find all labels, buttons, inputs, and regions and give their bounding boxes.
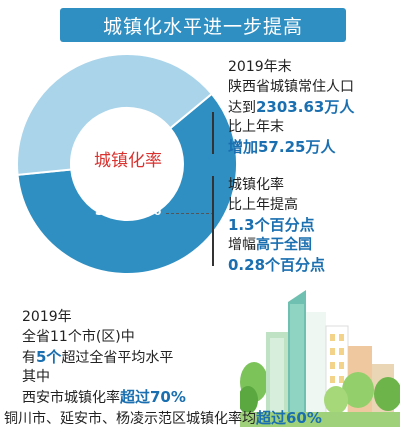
donut-slice-urban — [16, 92, 238, 275]
pie-value-label: 59.43% — [94, 200, 162, 219]
b3-value-others: 超过60% — [256, 409, 322, 427]
b1-value-population: 2303.63万人 — [256, 98, 355, 116]
b1-value-increase: 增加57.25万人 — [228, 138, 336, 156]
b3-line3-pre: 有 — [22, 350, 36, 366]
b3-line5: 西安市城镇化率超过70% — [22, 388, 186, 407]
b3-line3: 有5个超过全省平均水平 — [22, 348, 173, 367]
b1-line3-pre: 达到 — [228, 100, 256, 116]
b3-line5-pre: 西安市城镇化率 — [22, 390, 120, 406]
b2-line4: 增幅高于全国 — [228, 236, 312, 254]
b3-value-xian: 超过70% — [120, 388, 186, 406]
tree-icon-left — [240, 362, 268, 414]
b2-value-rise: 1.3个百分点 — [228, 216, 315, 234]
leader-line — [166, 213, 214, 214]
b2-line2: 比上年提高 — [228, 197, 298, 213]
b1-line3: 达到2303.63万人 — [228, 98, 354, 117]
b3-line6-pre: 铜川市、延安市、杨凌示范区城镇化率均 — [4, 411, 256, 427]
city-illustration — [240, 282, 400, 427]
b2-value-compare: 高于全国 — [256, 237, 312, 253]
b2-line1: 城镇化率 — [228, 177, 284, 193]
donut-slice-rest — [16, 53, 214, 176]
donut-chart — [16, 53, 238, 275]
b3-value-count: 5个 — [36, 348, 62, 366]
bracket-1 — [212, 112, 218, 154]
b3-line4: 其中 — [22, 369, 50, 385]
b2-value-diff: 0.28个百分点 — [228, 256, 326, 274]
bracket-2 — [212, 176, 218, 266]
b1-line2: 陕西省城镇常住人口 — [228, 79, 354, 95]
pie-center-label: 城镇化率 — [94, 151, 162, 171]
b1-line1: 2019年末 — [228, 59, 292, 75]
title-banner: 城镇化水平进一步提高 — [60, 8, 346, 42]
b3-line1: 2019年 — [22, 309, 72, 325]
b2-line4-pre: 增幅 — [228, 237, 256, 253]
tree-icon-right — [324, 372, 400, 414]
b3-line3-post: 超过全省平均水平 — [61, 350, 174, 366]
b3-line6: 铜川市、延安市、杨凌示范区城镇化率均超过60% — [4, 409, 322, 428]
b1-line4: 比上年末 — [228, 119, 284, 135]
title: 城镇化水平进一步提高 — [102, 15, 303, 38]
b3-line2: 全省11个市(区)中 — [22, 329, 135, 345]
